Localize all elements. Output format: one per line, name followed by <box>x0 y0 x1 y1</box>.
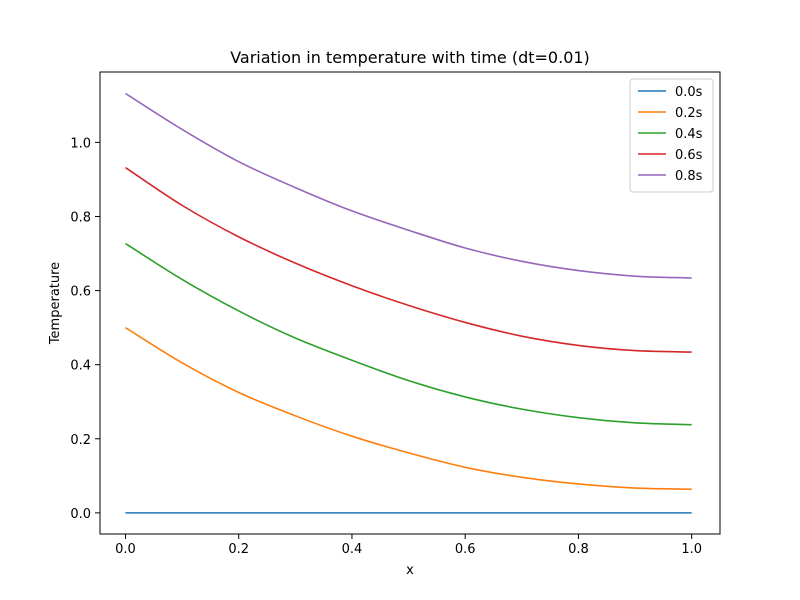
series-line-4 <box>125 92 692 279</box>
legend-label-4: 0.8s <box>675 169 703 184</box>
x-axis-label: x <box>406 563 414 578</box>
legend-label-1: 0.2s <box>675 106 703 121</box>
x-tick-label-4: 0.8 <box>568 542 589 557</box>
series-line-2 <box>125 242 692 426</box>
y-tick-label-1: 0.2 <box>70 433 91 448</box>
y-tick-label-5: 1.0 <box>70 136 91 151</box>
legend-label-0: 0.0s <box>675 85 703 100</box>
x-tick-label-2: 0.4 <box>342 542 363 557</box>
legend: 0.0s 0.2s 0.4s 0.6s 0.8s <box>629 78 714 193</box>
x-tick-label-0: 0.0 <box>115 542 136 557</box>
y-tick-label-3: 0.6 <box>70 285 91 300</box>
y-tick-label-0: 0.0 <box>70 507 91 522</box>
series-line-3 <box>125 166 692 353</box>
y-tick-label-4: 0.8 <box>70 210 91 225</box>
x-tick-label-3: 0.6 <box>455 542 476 557</box>
chart-title: Variation in temperature with time (dt=0… <box>230 48 590 67</box>
x-tick-label-5: 1.0 <box>681 542 702 557</box>
legend-label-2: 0.4s <box>675 127 703 142</box>
plot-frame <box>99 71 721 535</box>
legend-box <box>629 78 714 193</box>
y-axis-label: Temperature <box>48 262 63 345</box>
series-line-1 <box>125 326 692 490</box>
y-tick-label-2: 0.4 <box>70 359 91 374</box>
legend-label-3: 0.6s <box>675 148 703 163</box>
x-tick-label-1: 0.2 <box>228 542 249 557</box>
